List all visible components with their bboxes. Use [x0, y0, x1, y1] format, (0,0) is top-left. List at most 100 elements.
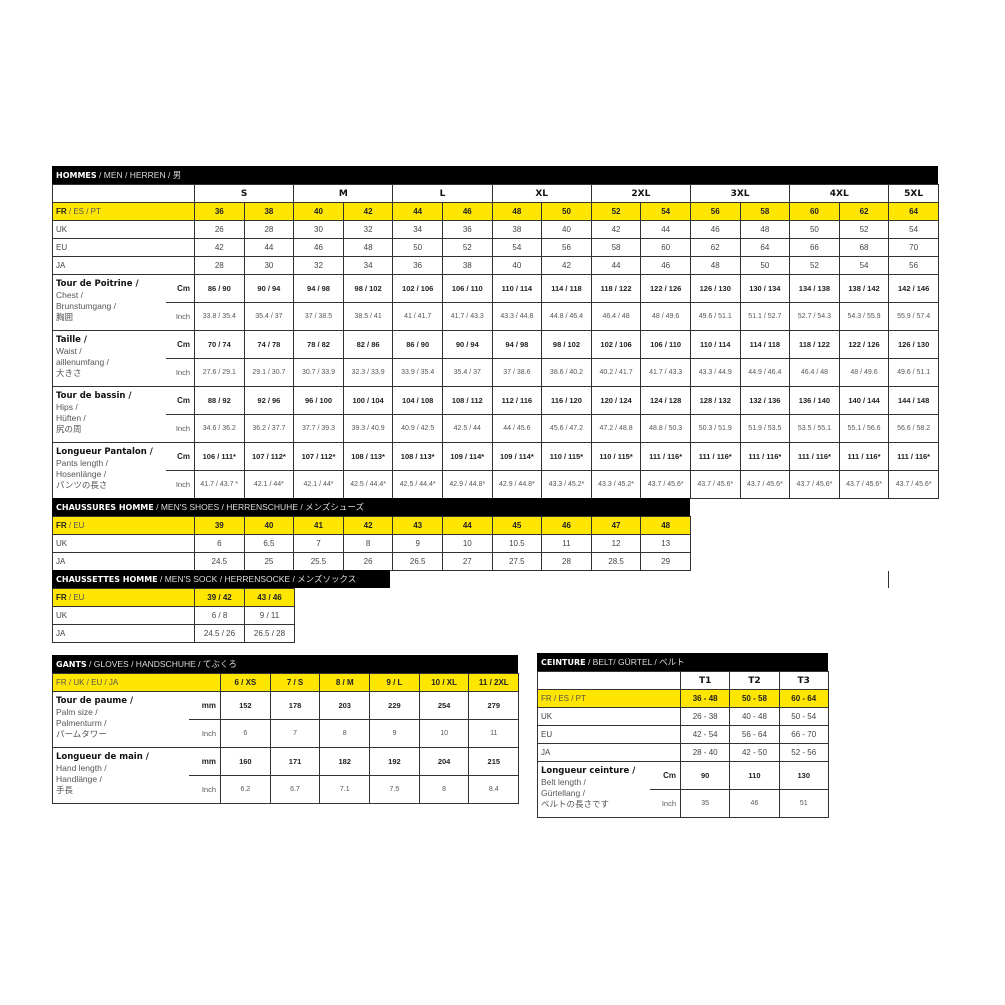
measure-value-cm: 203	[319, 691, 371, 720]
size-value: 48	[640, 516, 691, 535]
unit-label: mm	[188, 691, 222, 720]
cell-value: 46	[689, 220, 741, 239]
empty-cell	[537, 671, 681, 690]
measure-value-inch: 38.6 / 40.2	[541, 358, 592, 387]
measure-value-cm: 110 / 114	[689, 330, 741, 359]
measure-value-inch: 41.7 / 43.3	[640, 358, 691, 387]
measure-value-cm: 111 / 116*	[689, 442, 741, 471]
measure-value-inch: 42.5 / 44.4*	[392, 470, 443, 499]
cell-value: 12	[590, 534, 642, 553]
measure-value-cm: 104 / 108	[392, 386, 443, 415]
cell-value: 52	[838, 220, 890, 239]
measure-value-cm: 130 / 134	[739, 274, 791, 303]
table-title-rest: / MEN / HERREN / 男	[96, 170, 182, 180]
cell-value: 34	[342, 256, 394, 275]
measure-value-inch: 6.2	[220, 775, 271, 804]
belt-size-table: CEINTURE / BELT/ GÜRTEL / ベルト T1 T2 T3 FR / …	[537, 653, 829, 818]
measure-value-inch: 40.9 / 42.5	[392, 414, 443, 443]
cell-value: 42	[590, 220, 642, 239]
size-table: FR / EU 39 40 41 42 43 44 45 46 47 48 UK 6 6.5 7 8 9 10 10…	[52, 516, 691, 571]
size-label: T3	[778, 671, 829, 690]
size-label: 2XL	[590, 184, 691, 203]
measure-value-inch: 43.7 / 45.6*	[689, 470, 741, 499]
unit-label: Cm	[165, 330, 195, 359]
unit-label: Cm	[165, 442, 195, 471]
measure-value-inch: 44 / 45.6	[491, 414, 543, 443]
cell-value: 52 - 56	[778, 743, 829, 762]
row-label: JA	[52, 256, 195, 275]
cell-value: 30	[293, 220, 344, 239]
measure-value-cm: 110 / 115*	[541, 442, 592, 471]
measure-label-line: Palm size /	[56, 707, 98, 717]
measure-value-cm: 90 / 94	[441, 330, 493, 359]
table-row: EU 42 - 54 56 - 64 66 - 70	[537, 725, 829, 744]
size-value: 38	[243, 202, 295, 221]
table-title-bold: CHAUSSETTES HOMME	[56, 575, 158, 584]
cell-value: 24.5	[194, 552, 245, 571]
measure-value-cm: 136 / 140	[789, 386, 840, 415]
label-rest: / EU	[66, 521, 85, 530]
measure-label-line: Belt length /	[541, 777, 586, 787]
measure-value-inch: 53.5 / 55.1	[789, 414, 840, 443]
measure-value-inch: 37.7 / 39.3	[293, 414, 344, 443]
cell-value: 48	[689, 256, 741, 275]
cell-value: 36	[392, 256, 443, 275]
measure-value-inch: 38.5 / 41	[342, 302, 394, 331]
measure-value-inch: 35.4 / 37	[441, 358, 493, 387]
measure-value-inch: 48 / 49.6	[838, 358, 890, 387]
measure-label-line: Longueur de main /	[56, 752, 149, 762]
measure-value-cm: 160	[220, 747, 271, 776]
cell-value: 6 / 8	[194, 606, 245, 625]
measure-value-inch: 42.9 / 44.8*	[491, 470, 543, 499]
measure-value-cm: 111 / 116*	[888, 442, 939, 471]
cell-value: 42	[194, 238, 245, 257]
size-label: XL	[491, 184, 592, 203]
measure-value-cm: 102 / 106	[392, 274, 443, 303]
size-label: L	[392, 184, 493, 203]
measure-value-cm: 114 / 118	[541, 274, 592, 303]
measure-value-cm: 122 / 126	[838, 330, 890, 359]
measure-value-cm: 124 / 128	[640, 386, 691, 415]
measure-value-inch: 56.6 / 58.2	[888, 414, 939, 443]
label-rest: FR / UK / EU / JA	[56, 678, 119, 687]
measure-value-cm: 126 / 130	[689, 274, 741, 303]
table-title-bar: GANTS / GLOVES / HANDSCHUHE / てぶくろ	[52, 655, 518, 673]
measure-value-cm: 130	[778, 761, 829, 790]
cell-value: 26	[342, 552, 394, 571]
measure-value-inch: 37 / 38.5	[293, 302, 344, 331]
cell-value: 54	[491, 238, 543, 257]
table-title-bold: CHAUSSURES HOMME	[56, 503, 154, 512]
cell-value: 34	[392, 220, 443, 239]
highlight-row: FR / ES / PT 36 38 40 42 44 46 48 50 52 54 56 58 60 62…	[52, 202, 939, 221]
cell-value: 68	[838, 238, 890, 257]
size-value: 48	[491, 202, 543, 221]
measure-value-cm: 92 / 96	[243, 386, 295, 415]
cell-value: 56	[541, 238, 592, 257]
cell-value: 28	[541, 552, 592, 571]
measure-value-inch: 10	[418, 719, 470, 748]
measure-value-cm: 142 / 146	[888, 274, 939, 303]
cell-value: 46	[640, 256, 691, 275]
measure-value-inch: 43.7 / 45.6*	[789, 470, 840, 499]
size-label: T1	[679, 671, 731, 690]
cell-value: 42 - 54	[679, 725, 731, 744]
cell-value: 66	[789, 238, 840, 257]
size-value: 64	[888, 202, 939, 221]
cell-value: 50	[739, 256, 791, 275]
measure-value-inch: 11	[468, 719, 520, 748]
measure-label-line: aillenumfang /	[56, 357, 109, 367]
label-bold: FR	[56, 593, 67, 602]
measure-value-cm: 134 / 138	[789, 274, 840, 303]
measure-label-line: ベルトの長さです	[541, 799, 610, 809]
cell-value: 70	[888, 238, 939, 257]
measure-value-cm: 90	[679, 761, 731, 790]
size-value: 54	[640, 202, 691, 221]
measure-label-line: Handlänge /	[56, 774, 102, 784]
cell-value: 44	[640, 220, 691, 239]
row-label: UK	[52, 220, 195, 239]
measure-label: Longueur Pantalon / Pants length / Hosenlä…	[52, 442, 166, 499]
table-title-bar: CHAUSSURES HOMME / MEN'S SHOES / HERRENS…	[52, 498, 690, 516]
measure-label-line: パンツの長さ	[56, 480, 108, 490]
measure-value-cm: 111 / 116*	[640, 442, 691, 471]
empty-cell	[52, 184, 195, 203]
